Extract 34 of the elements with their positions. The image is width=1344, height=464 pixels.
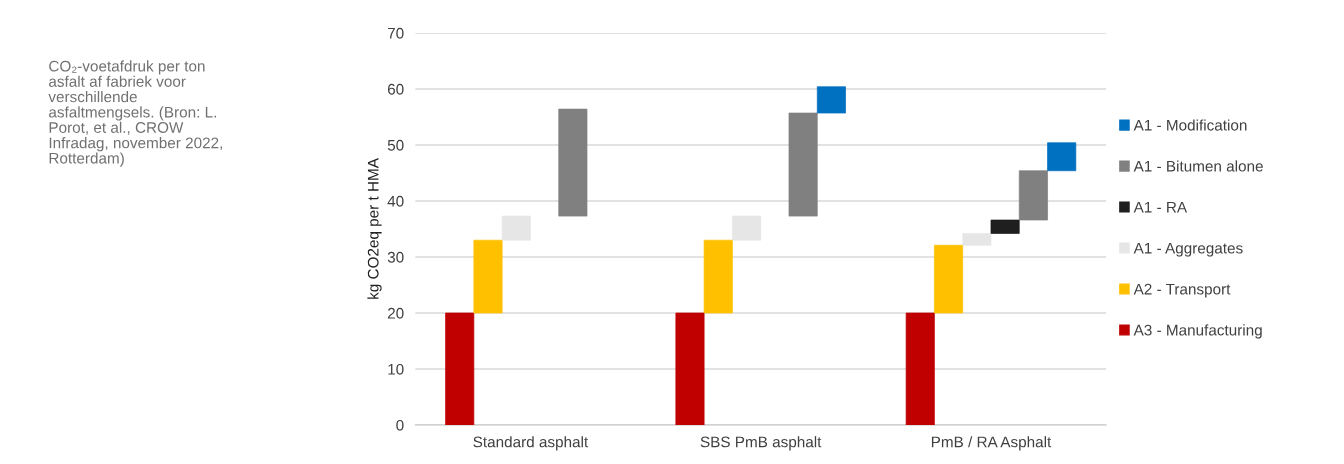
- bar: [962, 233, 992, 246]
- bar: [445, 312, 475, 426]
- y-tick-label: 10: [388, 363, 404, 375]
- x-tick-label: Standard asphalt: [473, 436, 589, 451]
- y-tick-label: 50: [387, 139, 404, 151]
- bar: [558, 108, 588, 217]
- text: CO₂-voetafdruk per ton asfalt af fabriek voor verschillende asfaltmengsels. (Bron: L. Porot, et al., CROW Infradag, november 2022, Rotterdam): [48, 60, 222, 167]
- y-tick-label: 0: [396, 419, 404, 431]
- legend-label: A2 - Transport: [1133, 283, 1231, 298]
- bar: [1018, 170, 1048, 221]
- legend-label: A1 - Modification: [1133, 119, 1247, 131]
- y-axis-title: kg CO2eq per t HMA: [367, 158, 382, 299]
- legend-label: A1 - RA: [1133, 201, 1188, 213]
- bar: [905, 312, 935, 426]
- y-tick-label: 70: [387, 27, 404, 39]
- x-tick-label: PmB / RA Asphalt: [931, 436, 1052, 451]
- bar: [501, 215, 531, 241]
- y-tick-label: 30: [387, 251, 404, 263]
- bar: [703, 239, 733, 314]
- bar: [473, 239, 503, 314]
- bar: [788, 112, 818, 217]
- bar: [816, 86, 846, 114]
- bar: [990, 219, 1020, 234]
- bar: [732, 215, 762, 241]
- bar: [934, 244, 964, 314]
- legend-label: A3 - Manufacturing: [1133, 324, 1262, 339]
- bar: [1047, 142, 1077, 172]
- x-tick-label: SBS PmB asphalt: [700, 436, 822, 451]
- legend-label: A1 - Bitumen alone: [1133, 160, 1263, 172]
- y-tick-label: 60: [387, 83, 404, 95]
- y-tick-label: 20: [387, 307, 404, 319]
- bar: [675, 312, 705, 426]
- y-tick-label: 40: [387, 195, 404, 207]
- legend-label: A1 - Aggregates: [1133, 242, 1243, 257]
